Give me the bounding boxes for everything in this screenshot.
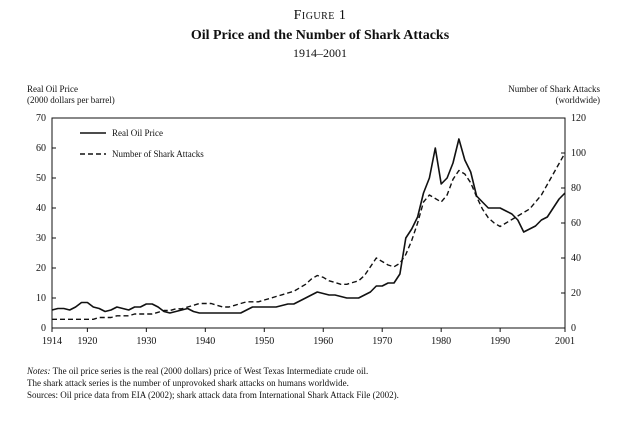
right-axis-label-line1: Number of Shark Attacks (508, 84, 600, 94)
x-tick-label: 1960 (313, 336, 333, 347)
x-tick-label: 1970 (372, 336, 392, 347)
figure-label: Figure 1 (293, 8, 347, 23)
x-tick-label: 1920 (77, 336, 97, 347)
x-tick-label: 1930 (136, 336, 156, 347)
left-tick-label: 30 (36, 233, 46, 244)
right-tick-label: 100 (571, 148, 586, 159)
notes-prefix: Notes: (27, 366, 51, 376)
right-axis-label-line2: (worldwide) (555, 95, 601, 105)
left-axis-label-line2: (2000 dollars per barrel) (27, 95, 115, 105)
right-tick-label: 80 (571, 183, 581, 194)
notes-line-1: Notes: The oil price series is the real … (27, 365, 617, 377)
x-tick-label: 1940 (195, 336, 215, 347)
series-shark-attacks-line (52, 152, 566, 320)
x-tick-label: 1980 (431, 336, 451, 347)
legend-label: Number of Shark Attacks (112, 149, 204, 159)
left-tick-label: 60 (36, 143, 46, 154)
left-axis-label: Real Oil Price (2000 dollars per barrel) (27, 84, 115, 106)
chart-title: Oil Price and the Number of Shark Attack… (190, 28, 450, 43)
left-tick-label: 20 (36, 263, 46, 274)
right-axis-label: Number of Shark Attacks (worldwide) (508, 84, 600, 106)
left-tick-label: 10 (36, 293, 46, 304)
notes-line-1-text: The oil price series is the real (2000 d… (52, 366, 369, 376)
left-axis-label-line1: Real Oil Price (27, 84, 78, 94)
chart-subtitle: 1914–2001 (293, 46, 347, 60)
right-tick-label: 0 (571, 323, 576, 334)
left-tick-label: 70 (36, 113, 46, 124)
notes-line-2: The shark attack series is the number of… (27, 378, 349, 388)
right-tick-label: 60 (571, 218, 581, 229)
right-tick-label: 20 (571, 288, 581, 299)
notes-line-3: Sources: Oil price data from EIA (2002);… (27, 390, 399, 400)
series-oil-price-line (51, 138, 566, 314)
left-tick-label: 50 (36, 173, 46, 184)
notes-block: Notes: The oil price series is the real … (27, 365, 617, 401)
legend-label: Real Oil Price (112, 128, 163, 138)
right-tick-label: 120 (571, 113, 586, 124)
x-tick-label: 1914 (42, 336, 62, 347)
left-tick-label: 40 (36, 203, 46, 214)
x-tick-label: 1950 (254, 336, 274, 347)
right-tick-label: 40 (571, 253, 581, 264)
x-tick-label: 1990 (490, 336, 510, 347)
left-tick-label: 0 (41, 323, 46, 334)
x-tick-label: 2001 (555, 336, 575, 347)
